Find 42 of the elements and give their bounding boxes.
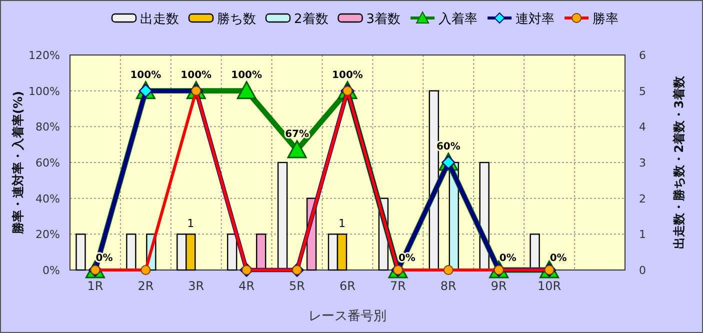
x-axis-title: レース番号別 <box>308 309 386 324</box>
data-label: 0% <box>499 253 516 264</box>
data-label: 100% <box>332 70 363 81</box>
y2-tick-label: 3 <box>639 156 646 170</box>
x-tick-label: 9R <box>490 279 507 293</box>
y2-tick-label: 5 <box>639 84 646 98</box>
x-tick-label: 8R <box>440 279 456 293</box>
legend-label: 入着率 <box>438 11 478 27</box>
data-label: 100% <box>231 70 262 81</box>
legend-label: 2着数 <box>294 11 328 27</box>
y-tick-label: 0% <box>42 264 60 277</box>
x-tick-label: 5R <box>289 279 306 293</box>
y-axis-title: 勝率・連対率・入着率(%) <box>11 91 25 235</box>
y2-axis-title: 出走数・勝ち数・2着数・3着数 <box>672 75 686 249</box>
y-tick-label: 20% <box>36 228 60 242</box>
y2-tick-label: 4 <box>639 120 646 134</box>
x-tick-label: 1R <box>87 279 104 293</box>
legend-label: 出走数 <box>140 12 179 27</box>
y-tick-label: 40% <box>36 192 60 206</box>
y-tick-label: 60% <box>36 156 60 170</box>
legend-label: 勝率 <box>592 11 619 27</box>
y-tick-label: 80% <box>36 120 60 134</box>
x-tick-label: 7R <box>390 279 406 293</box>
x-tick-label: 10R <box>538 279 562 293</box>
y-tick-label: 120% <box>28 49 60 62</box>
y2-tick-label: 0 <box>639 264 646 277</box>
y2-tick-label: 1 <box>639 228 646 242</box>
legend-label: 連対率 <box>516 11 555 27</box>
legend-label: 勝ち数 <box>217 12 256 27</box>
x-tick-label: 2R <box>138 279 154 293</box>
data-label: 100% <box>130 70 162 81</box>
data-label: 1 <box>187 217 194 230</box>
x-tick-label: 4R <box>238 279 255 293</box>
x-tick-label: 6R <box>340 279 356 293</box>
data-label: 100% <box>180 70 212 81</box>
data-label: 0% <box>550 253 567 264</box>
y-tick-label: 100% <box>28 84 60 98</box>
y2-tick-label: 6 <box>639 49 646 62</box>
y2-tick-label: 2 <box>639 192 646 206</box>
x-tick-label: 3R <box>188 279 204 293</box>
data-label: 1 <box>338 217 346 230</box>
legend-label: 3着数 <box>366 11 401 27</box>
